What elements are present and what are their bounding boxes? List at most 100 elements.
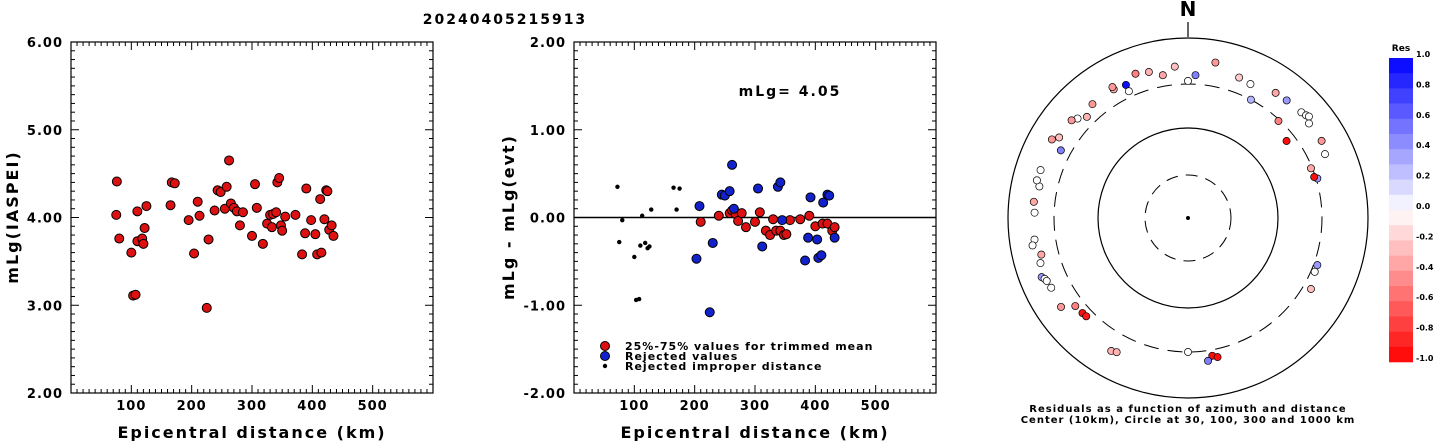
- plot2-point-improper: [636, 296, 642, 302]
- colorbar-cell: [1389, 331, 1413, 348]
- legend-marker-improper: [602, 363, 608, 369]
- plot2-point-trimmed: [768, 214, 779, 225]
- polar-point: [1108, 83, 1117, 92]
- plot1-y-tick-label: 2.00: [27, 387, 63, 402]
- plot1-x-ticks: 100 200 300 400 500: [70, 42, 434, 414]
- polar-point: [1204, 356, 1213, 365]
- colorbar-cell: [1389, 118, 1413, 135]
- plot2-point-trimmed: [713, 210, 724, 221]
- plot1-point: [111, 176, 122, 187]
- plot2-x-tick-label: 100: [619, 399, 649, 414]
- plot1-y-tick-label: 6.00: [27, 36, 63, 51]
- colorbar-cell: [1389, 316, 1413, 332]
- colorbar-cell: [1389, 179, 1413, 196]
- plot2-point-rejected: [757, 241, 768, 252]
- plot1-x-tick-label: 400: [297, 399, 327, 414]
- plot1-point: [251, 202, 262, 213]
- colorbar-cell: [1389, 103, 1413, 120]
- plot2-point-improper: [620, 217, 625, 223]
- plot2-point-improper: [638, 243, 643, 248]
- plot2-point-rejected: [753, 183, 764, 194]
- plot2-x-tick-label: 300: [740, 399, 770, 414]
- polar-point: [1047, 283, 1056, 292]
- polar-point: [1191, 71, 1200, 80]
- plot1-point: [139, 223, 150, 234]
- plot1-point: [194, 210, 205, 221]
- polar-point: [1310, 173, 1319, 181]
- plot2-point-trimmed: [736, 208, 747, 219]
- plot2-y-tick-label: -2.00: [524, 387, 566, 402]
- plot2-legend: 25%-75% values for trimmed mean Rejected…: [600, 340, 872, 373]
- colorbar-cell: [1389, 73, 1413, 89]
- plot2-point-rejected: [800, 255, 811, 266]
- polar-point: [1037, 250, 1046, 259]
- polar-point: [1047, 135, 1056, 144]
- north-label: N: [1180, 0, 1197, 21]
- plot2-point-rejected: [805, 192, 816, 203]
- plot2-point-trimmed: [754, 207, 765, 218]
- plot1-point: [192, 196, 203, 207]
- polar-point: [1088, 100, 1097, 109]
- plot1-x-tick-label: 500: [358, 399, 388, 414]
- polar-point: [1305, 119, 1313, 128]
- polar-point: [1170, 62, 1179, 71]
- colorbar-tick-label: -0.4: [1416, 263, 1434, 272]
- legend-label-improper: Rejected improper distance: [625, 360, 822, 373]
- polar-point: [1313, 261, 1322, 270]
- colorbar-cell: [1389, 270, 1413, 287]
- plot1-point: [203, 234, 214, 245]
- colorbar: Res 1.0 0.8 0.6 0.4 0.2 0.0 -0.2 -0.4 -0.6 -0.8 -1…: [1389, 44, 1434, 363]
- colorbar-tick-label: 1.0: [1416, 50, 1431, 59]
- plot2-point-improper: [677, 186, 682, 191]
- plot1-y-tick-label: 3.00: [27, 299, 63, 314]
- plot1-y-axis-label: mLg(IASPEI): [3, 150, 22, 283]
- polar-point: [1271, 88, 1280, 97]
- plot2-point-improper: [647, 244, 652, 249]
- plot1-point: [201, 302, 212, 313]
- colorbar-cell: [1389, 88, 1413, 104]
- colorbar-cell: [1389, 346, 1413, 363]
- plot2-point-trimmed: [750, 216, 760, 227]
- colorbar-cell: [1389, 225, 1413, 241]
- polar-point: [1184, 76, 1192, 85]
- colorbar-title: Res: [1392, 44, 1410, 54]
- polar-point: [1310, 267, 1319, 276]
- polar-point: [1124, 87, 1133, 96]
- colorbar-tick-label: -1.0: [1416, 354, 1434, 363]
- plot1-point: [250, 179, 261, 190]
- polar-point: [1057, 302, 1065, 311]
- polar-point: [1321, 150, 1329, 159]
- plot1-point: [322, 186, 333, 197]
- plot2-y-axis-label: mLg - mLg(evt): [499, 134, 518, 300]
- plot2-point-improper: [671, 185, 676, 190]
- polar-point: [1082, 312, 1091, 321]
- ring-100km: [1097, 127, 1279, 309]
- plot1-point: [319, 214, 330, 225]
- plot1-point: [141, 201, 152, 212]
- colorbar-cell: [1389, 210, 1413, 226]
- polar-residual-plot: N Residuals as a function of azimuth and…: [1007, 0, 1369, 426]
- plot2-x-tick-label: 200: [680, 399, 710, 414]
- plot1-point: [189, 248, 200, 259]
- plot2-point-rejected: [824, 190, 835, 201]
- polar-point: [1121, 80, 1130, 89]
- plot2-point-trimmed: [695, 216, 706, 227]
- colorbar-cell: [1389, 240, 1413, 256]
- plot2-point-improper: [642, 240, 648, 246]
- plot2-y-tick-label: 1.00: [530, 124, 566, 139]
- plot1-point: [301, 183, 312, 194]
- plot1-point: [114, 233, 125, 244]
- plot1-point: [257, 238, 268, 249]
- plot2-x-tick-label: 400: [800, 399, 830, 414]
- plot1-point: [310, 229, 321, 240]
- polar-point: [1282, 96, 1291, 105]
- plot2-x-tick-label: 500: [861, 399, 891, 414]
- plot1-point: [280, 211, 291, 222]
- colorbar-tick-label: -0.6: [1416, 293, 1434, 302]
- plot1-point: [277, 225, 288, 236]
- legend-label-rejected: Rejected values: [625, 350, 738, 363]
- polar-point: [1246, 80, 1255, 89]
- plot2-point-improper: [617, 239, 622, 245]
- plot2-point-improper: [632, 254, 637, 260]
- plot1-point: [266, 222, 277, 233]
